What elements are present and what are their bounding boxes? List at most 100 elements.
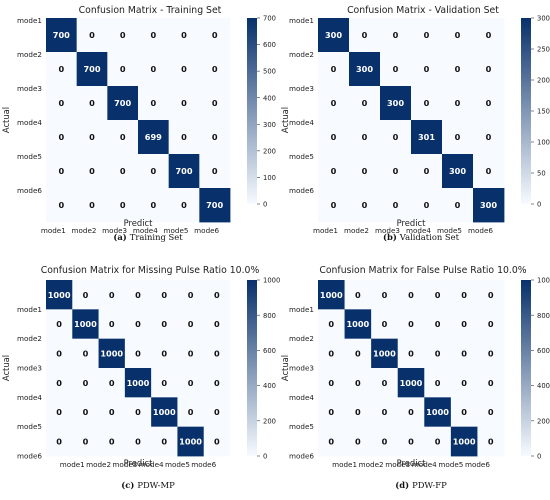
cell-value-label: 0	[109, 290, 115, 300]
caption-label: (d)	[395, 480, 409, 490]
cell-value-label: 0	[355, 378, 361, 388]
heatmap-cell	[442, 120, 474, 155]
x-axis-label: Predict	[124, 218, 154, 228]
heatmap-cell	[107, 86, 139, 121]
subfigure-caption: (c) PDW-MP	[121, 480, 175, 490]
cell-value-label: 0	[331, 200, 337, 210]
heatmap-cell	[450, 309, 478, 340]
cell-value-label: 301	[418, 132, 435, 142]
heatmap-cell	[318, 154, 350, 189]
heatmap-cell	[168, 120, 200, 155]
cell-value-label: 0	[214, 290, 220, 300]
x-tick-label: mode6	[468, 226, 493, 235]
heatmap-cell	[138, 154, 170, 189]
cell-value-label: 0	[150, 200, 156, 210]
cell-value-label: 0	[331, 132, 337, 142]
heatmap-cell	[473, 120, 505, 155]
heatmap-cell	[124, 338, 152, 369]
cell-value-label: 0	[424, 98, 430, 108]
heatmap-cell	[72, 426, 99, 457]
heatmap-cell	[168, 18, 200, 53]
cell-value-label: 0	[382, 290, 388, 300]
cell-value-label: 0	[435, 349, 441, 359]
cell-value-label: 1000	[179, 437, 202, 447]
heatmap-cell	[177, 280, 205, 310]
caption-text: PDW-MP	[137, 480, 175, 490]
cell-value-label: 700	[83, 64, 100, 74]
heatmap-cell	[107, 154, 139, 189]
cell-value-label: 0	[120, 132, 126, 142]
heatmap-cell	[477, 280, 505, 310]
y-tick-label: mode6	[17, 186, 42, 195]
cell-value-label: 0	[455, 132, 461, 142]
cell-value-label: 0	[212, 166, 218, 176]
cell-value-label: 1000	[426, 407, 449, 417]
y-tick-label: mode3	[289, 364, 314, 373]
heatmap-cell	[442, 18, 474, 53]
chart-title: Confusion Matrix for False Pulse Ratio 1…	[319, 265, 526, 276]
cell-value-label: 0	[58, 200, 64, 210]
cell-value-label: 700	[53, 30, 70, 40]
cell-value-label: 0	[161, 437, 167, 447]
heatmap-cell	[473, 86, 505, 121]
heatmap-cell	[473, 18, 505, 53]
heatmap-cell	[98, 368, 126, 398]
caption-label: (a)	[113, 232, 126, 242]
heatmap-cell	[411, 18, 443, 53]
cell-value-label: 0	[488, 378, 494, 388]
y-tick-label: mode6	[289, 452, 314, 461]
heatmap-cell	[46, 120, 78, 155]
heatmap-cell	[107, 188, 139, 223]
cell-value-label: 0	[362, 200, 368, 210]
x-tick-label: mode3	[102, 226, 127, 235]
cell-value-label: 300	[387, 98, 404, 108]
cell-value-label: 0	[120, 64, 126, 74]
cell-value-label: 0	[188, 378, 194, 388]
cell-value-label: 0	[355, 349, 361, 359]
cell-value-label: 0	[408, 319, 414, 329]
colorbar-tick-label: 1000	[537, 277, 550, 285]
colorbar-tick-label: 150	[537, 108, 550, 116]
heatmap-cell	[450, 280, 478, 310]
colorbar-tick-label: 600	[537, 347, 550, 355]
y-axis-label: Actual	[1, 355, 11, 381]
cell-value-label: 0	[408, 290, 414, 300]
cell-value-label: 0	[486, 64, 492, 74]
cell-value-label: 0	[135, 407, 141, 417]
heatmap-cell	[138, 188, 170, 223]
cell-value-label: 0	[328, 319, 334, 329]
heatmap-cell	[450, 338, 478, 369]
cell-value-label: 0	[435, 290, 441, 300]
heatmap-cell	[98, 309, 126, 340]
colorbar-tick-label: 500	[263, 68, 276, 76]
cell-value-label: 1000	[127, 378, 150, 388]
y-tick-label: mode2	[17, 334, 42, 343]
cell-value-label: 0	[214, 437, 220, 447]
x-tick-label: mode3	[112, 460, 137, 469]
cell-value-label: 300	[356, 64, 373, 74]
heatmap-cell	[424, 309, 452, 340]
cell-value-label: 0	[120, 200, 126, 210]
heatmap-cell	[397, 280, 425, 310]
cell-value-label: 0	[328, 349, 334, 359]
cell-value-label: 0	[83, 378, 89, 388]
x-tick-label: mode3	[385, 460, 410, 469]
cell-value-label: 0	[455, 200, 461, 210]
cell-value-label: 0	[56, 349, 62, 359]
heatmap-cell	[138, 86, 170, 121]
heatmap-cell	[380, 18, 412, 53]
heatmap-cell	[318, 120, 350, 155]
cell-value-label: 0	[486, 98, 492, 108]
subfigure-caption: (a) Training Set	[113, 232, 183, 242]
cell-value-label: 0	[83, 407, 89, 417]
cell-value-label: 0	[56, 407, 62, 417]
heatmap-cell	[397, 309, 425, 340]
heatmap-cell	[151, 368, 178, 398]
heatmap-cell	[380, 154, 412, 189]
y-tick-label: mode3	[17, 364, 42, 373]
cell-value-label: 0	[214, 349, 220, 359]
colorbar-tick-label: 250	[537, 46, 550, 54]
chart-b: Confusion Matrix - Validation Set 300 0 0 0 0…	[280, 5, 550, 242]
heatmap-cell	[76, 86, 108, 121]
x-axis-label: Predict	[397, 218, 427, 228]
